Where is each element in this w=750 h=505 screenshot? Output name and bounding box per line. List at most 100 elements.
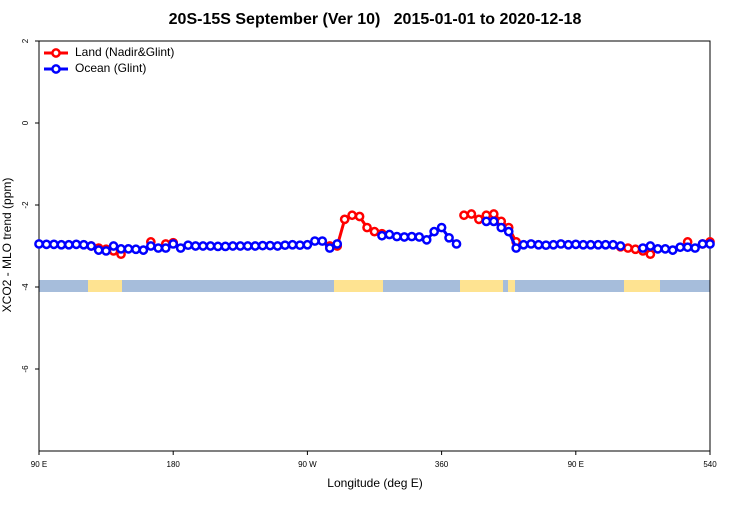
data-point (86, 241, 97, 251)
data-point (78, 239, 89, 250)
data-point (362, 222, 372, 233)
legend-marker (51, 64, 61, 74)
y-tick-label: -2 (21, 201, 30, 209)
data-point (71, 239, 82, 250)
data-point (414, 232, 425, 242)
data-point (392, 231, 402, 242)
data-point (332, 239, 343, 249)
data-point (235, 241, 246, 251)
data-point (354, 211, 365, 222)
surface-mask (39, 280, 710, 292)
data-point (548, 239, 559, 250)
data-point (406, 231, 417, 242)
data-point (310, 236, 320, 246)
data-point (265, 240, 275, 251)
data-point (250, 241, 261, 251)
data-point (295, 240, 305, 251)
data-point (190, 241, 201, 251)
data-point (257, 240, 268, 251)
data-point (667, 245, 678, 255)
data-point (175, 243, 186, 253)
data-point (466, 209, 477, 219)
data-point (227, 241, 238, 251)
data-point (324, 243, 335, 253)
data-point (399, 232, 410, 242)
data-point (436, 222, 447, 233)
data-point (608, 239, 618, 250)
data-point (63, 239, 74, 250)
data-point (183, 240, 193, 251)
data-point (563, 239, 574, 250)
data-point (570, 239, 581, 250)
data-point (511, 243, 522, 253)
data-point (690, 243, 700, 253)
data-point (280, 240, 290, 251)
data-point (578, 239, 589, 250)
data-point (108, 241, 119, 251)
y-tick-label: 2 (21, 38, 30, 43)
data-point (34, 239, 44, 249)
data-point (660, 244, 671, 254)
y-axis-label: XCO2 - MLO trend (ppm) (0, 178, 14, 313)
data-point (630, 244, 641, 255)
data-point (444, 232, 454, 243)
data-point (496, 222, 507, 233)
x-tick-label: 180 (167, 460, 181, 469)
data-point (242, 241, 253, 251)
data-point (131, 244, 141, 255)
data-point (675, 242, 686, 253)
legend-marker (51, 48, 61, 58)
data-point (377, 230, 387, 241)
data-point (481, 216, 492, 227)
data-point (697, 239, 708, 249)
x-axis-label: Longitude (deg E) (327, 476, 422, 490)
data-point (503, 226, 514, 237)
legend-label: Ocean (Glint) (75, 61, 146, 75)
x-tick-label: 540 (703, 460, 717, 469)
data-point (488, 209, 499, 219)
data-point (474, 214, 484, 225)
data-point (526, 239, 536, 249)
data-point (347, 210, 357, 221)
data-point (600, 239, 611, 250)
data-point (645, 241, 656, 251)
data-point (682, 242, 693, 253)
x-tick-label: 360 (435, 460, 449, 469)
data-point (585, 239, 596, 250)
data-point (421, 235, 432, 245)
legend-label: Land (Nadir&Glint) (75, 45, 174, 59)
data-point (652, 244, 663, 254)
data-point (645, 249, 656, 260)
data-point (518, 239, 529, 250)
data-point (272, 241, 283, 251)
data-point (93, 245, 104, 255)
data-point (56, 239, 67, 250)
data-point (168, 239, 179, 249)
data-point (160, 243, 171, 253)
data-point (488, 216, 499, 227)
data-point (287, 239, 298, 250)
data-point (623, 243, 633, 253)
data-point (593, 239, 604, 250)
data-point (138, 245, 149, 255)
data-point (116, 244, 126, 254)
x-tick-label: 90 E (31, 460, 47, 469)
data-point (429, 226, 439, 237)
data-point (638, 243, 648, 253)
data-point (198, 241, 208, 251)
data-point (317, 236, 328, 246)
y-tick-label: -4 (21, 283, 30, 291)
data-point (369, 226, 380, 237)
x-tick-label: 90 W (298, 460, 317, 469)
data-point (153, 243, 164, 253)
data-point (459, 210, 469, 221)
data-point (41, 239, 52, 250)
data-point (615, 241, 626, 251)
data-point (213, 241, 223, 252)
data-point (220, 241, 231, 252)
data-point (339, 214, 350, 225)
data-point (205, 241, 216, 251)
data-point (451, 239, 462, 249)
data-point (541, 240, 551, 251)
